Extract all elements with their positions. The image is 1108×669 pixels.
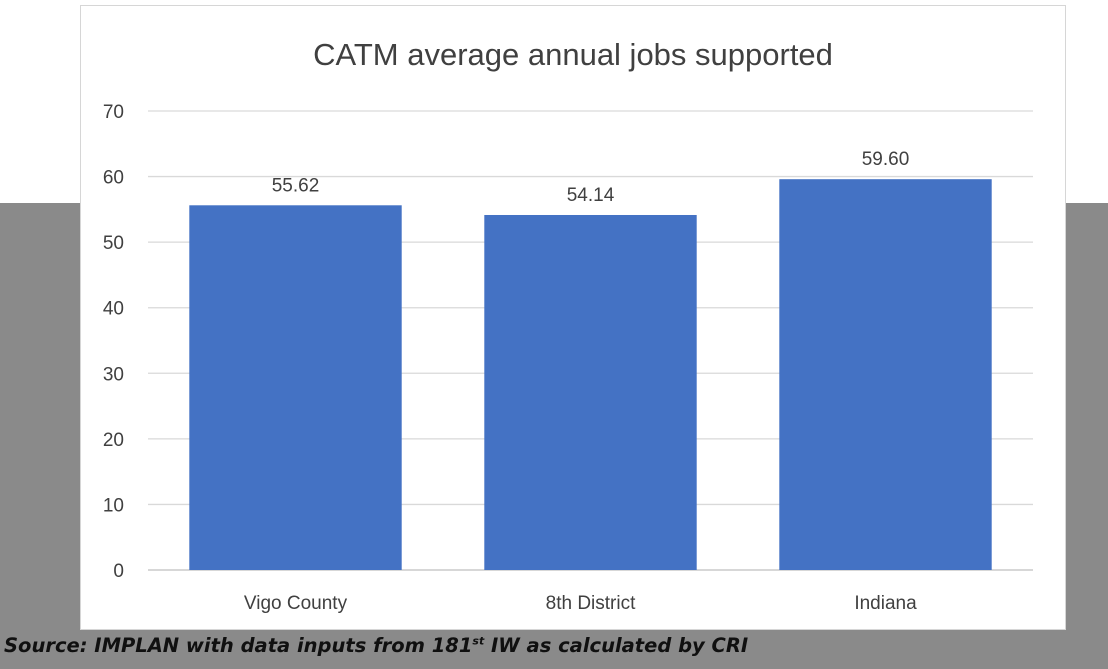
data-label: 55.62 [272,175,320,196]
source-superscript: st [472,634,485,648]
y-tick-label: 70 [103,102,124,123]
y-tick-label: 50 [103,233,124,254]
data-label: 59.60 [862,149,910,170]
bar [484,214,697,571]
y-axis-ticks: 0 10 20 30 40 50 60 70 [103,102,124,582]
bars [189,179,992,571]
y-tick-label: 20 [103,430,124,451]
y-tick-label: 10 [103,495,124,516]
data-label: 54.14 [567,185,615,206]
source-caption: Source: IMPLAN with data inputs from 181… [4,634,1104,657]
chart-title: CATM average annual jobs supported [313,37,833,72]
y-tick-label: 60 [103,168,124,189]
y-tick-label: 0 [113,561,124,582]
y-tick-label: 30 [103,364,124,385]
x-tick-label: 8th District [546,593,636,614]
source-suffix: IW as calculated by CRI [484,634,749,657]
source-prefix: Source: IMPLAN with data inputs from 181 [4,634,473,657]
x-axis-ticks: Vigo County 8th District Indiana [244,593,917,614]
data-labels: 55.62 54.14 59.60 [272,149,910,206]
bar [779,179,992,571]
x-tick-label: Vigo County [244,593,348,614]
bar [189,205,402,570]
x-tick-label: Indiana [854,593,917,614]
y-tick-label: 40 [103,299,124,320]
